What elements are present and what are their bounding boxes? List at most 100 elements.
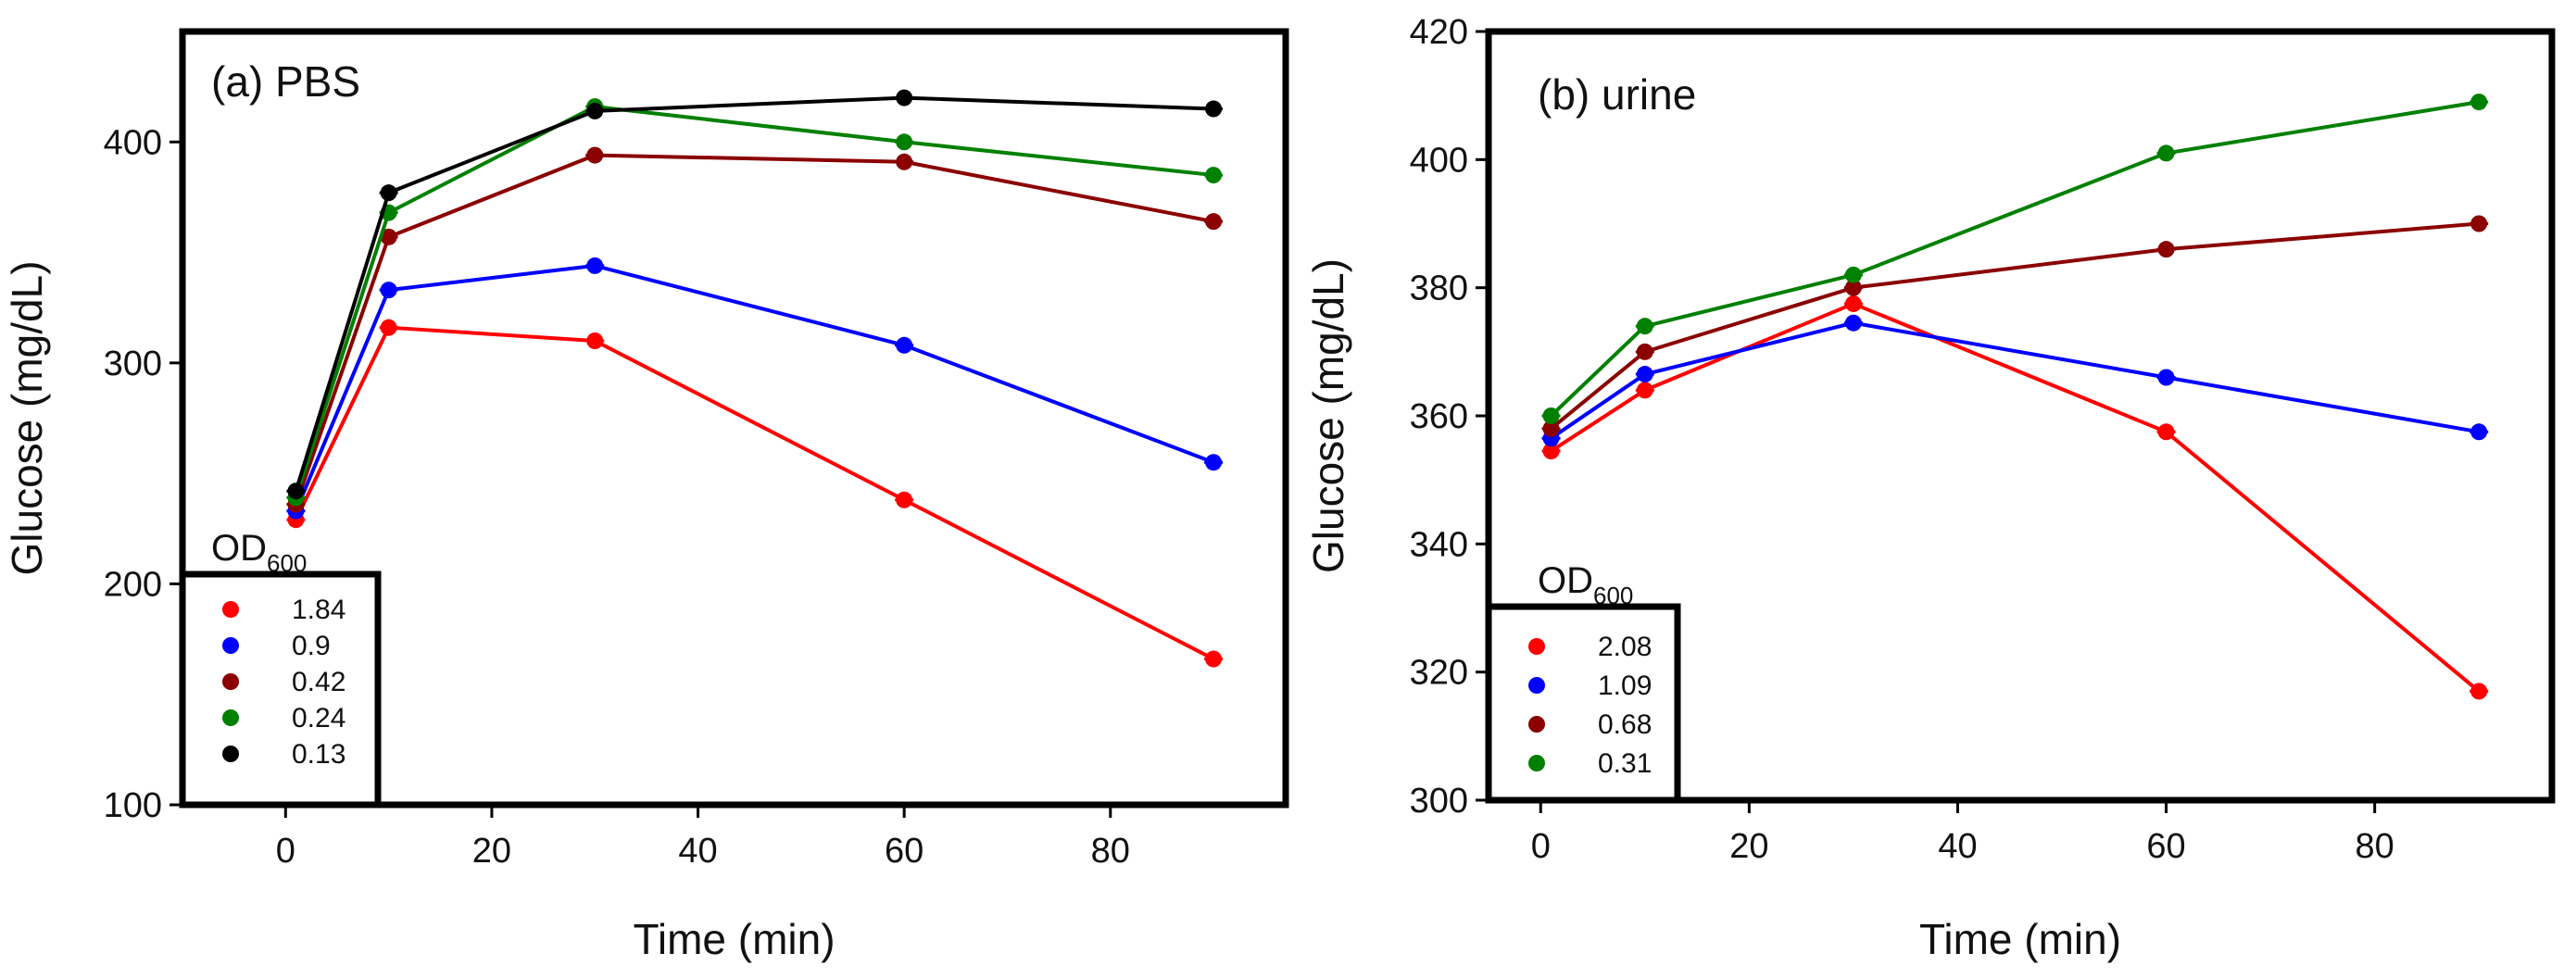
data-point-0.31: [1636, 318, 1653, 335]
data-point-0.13: [380, 184, 397, 202]
data-point-1.84: [380, 319, 397, 336]
data-point-1.09: [2470, 423, 2488, 441]
x-tick-label: 60: [885, 832, 924, 871]
legend-label-0.42: 0.42: [292, 667, 346, 697]
legend-label-0.31: 0.31: [1598, 748, 1652, 779]
legend-label-0.13: 0.13: [292, 739, 346, 770]
data-point-0.31: [2470, 94, 2488, 111]
legend-label-0.24: 0.24: [292, 703, 346, 734]
x-tick-label: 0: [276, 832, 295, 871]
legend-label-1.84: 1.84: [292, 595, 346, 625]
legend-title-subscript: 600: [267, 549, 307, 577]
legend-box: [179, 570, 382, 809]
y-tick-label: 320: [1410, 654, 1468, 693]
x-tick-label: 40: [678, 832, 717, 871]
data-point-2.08: [2470, 683, 2488, 700]
data-point-0.68: [1542, 420, 1560, 437]
y-tick-label: 400: [1410, 141, 1468, 180]
data-point-0.9: [586, 257, 604, 274]
data-point-0.68: [1636, 343, 1653, 360]
y-axis-title: Glucose (mg/dL): [3, 260, 51, 575]
series-line-0.68: [1550, 221, 2480, 431]
legend-marker-0.42: [222, 673, 239, 690]
data-point-0.13: [287, 483, 305, 500]
panel-b: 300 320 340 360 380 400 420 0 20 40 60 80 Time (min)…: [1304, 13, 2556, 963]
x-axis-title: Time (min): [1919, 915, 2121, 963]
legend-title-main: OD: [1538, 560, 1593, 601]
data-point-2.08: [1636, 382, 1653, 399]
data-point-0.9: [380, 282, 397, 299]
y-tick-label: 380: [1410, 270, 1468, 308]
legend-marker-0.24: [222, 709, 239, 726]
data-point-0.24: [1205, 167, 1223, 184]
legend-label-2.08: 2.08: [1598, 632, 1652, 662]
data-point-0.42: [380, 228, 397, 245]
x-tick-label: 0: [1531, 827, 1551, 866]
data-point-0.68: [2470, 215, 2488, 232]
legend-marker-0.68: [1528, 716, 1545, 733]
data-point-0.42: [896, 153, 913, 170]
data-point-1.84: [1205, 650, 1223, 668]
data-point-0.42: [1205, 213, 1223, 231]
data-point-0.68: [2157, 241, 2175, 258]
data-point-0.31: [1542, 408, 1560, 424]
series-line-0.9: [294, 263, 1214, 512]
y-tick-label: 360: [1410, 397, 1468, 436]
legend-title-subscript: 600: [1593, 582, 1633, 609]
data-point-0.68: [1844, 279, 1862, 296]
y-tick-label: 300: [104, 345, 162, 383]
x-axis-title: Time (min): [633, 915, 835, 963]
data-point-2.08: [1542, 443, 1560, 460]
series-line-0.24: [294, 105, 1214, 499]
legend-label-1.09: 1.09: [1598, 671, 1652, 701]
series-line-1.84: [294, 325, 1214, 661]
panel-title: (a) PBS: [211, 57, 360, 106]
series-line-1.09: [1550, 320, 2480, 440]
data-point-1.84: [896, 491, 913, 508]
legend-title: OD600: [211, 528, 307, 577]
data-point-0.13: [586, 102, 604, 119]
x-tick-label: 40: [1938, 827, 1977, 866]
series-line-0.13: [294, 95, 1214, 492]
plot-frame: [179, 28, 1289, 809]
y-tick-label: 340: [1410, 525, 1468, 564]
y-tick-label: 400: [104, 123, 162, 162]
legend-marker-0.13: [222, 746, 239, 762]
legend-label-0.9: 0.9: [292, 631, 331, 661]
y-axis-title: Glucose (mg/dL): [1304, 258, 1352, 573]
x-tick-label: 80: [2356, 827, 2394, 866]
data-point-0.31: [1844, 266, 1862, 283]
data-point-0.24: [896, 133, 913, 151]
data-point-2.08: [2157, 423, 2175, 441]
legend-marker-2.08: [1528, 638, 1545, 655]
panel-a: 100 200 300 400 0 20 40 60 80 Time (min) Glucose (…: [3, 28, 1289, 963]
x-tick-label: 80: [1091, 832, 1130, 871]
data-point-0.31: [2157, 144, 2175, 162]
x-tick-label: 20: [472, 832, 511, 871]
legend-marker-1.09: [1528, 677, 1545, 694]
data-point-1.09: [1844, 314, 1862, 332]
data-point-0.13: [1205, 100, 1223, 118]
legend-title: OD600: [1538, 560, 1633, 609]
data-point-1.84: [586, 332, 604, 349]
data-point-1.09: [2157, 369, 2175, 386]
legend-marker-0.9: [222, 637, 239, 654]
y-tick-label: 300: [1410, 782, 1468, 821]
x-tick-label: 20: [1729, 827, 1768, 866]
y-tick-label: 100: [104, 786, 162, 825]
legend-marker-0.31: [1528, 755, 1545, 771]
data-point-2.08: [1844, 295, 1862, 312]
legend-title-main: OD: [211, 528, 267, 569]
y-tick-label: 420: [1410, 13, 1468, 52]
legend-label-0.68: 0.68: [1598, 709, 1652, 740]
data-point-0.13: [896, 89, 913, 107]
data-point-0.9: [1205, 454, 1223, 471]
x-tick-label: 60: [2146, 827, 2185, 866]
data-point-0.9: [896, 336, 913, 354]
y-tick-label: 200: [104, 565, 162, 604]
legend-box: [1485, 603, 1681, 804]
data-point-1.09: [1636, 366, 1653, 383]
legend-marker-1.84: [222, 601, 239, 618]
